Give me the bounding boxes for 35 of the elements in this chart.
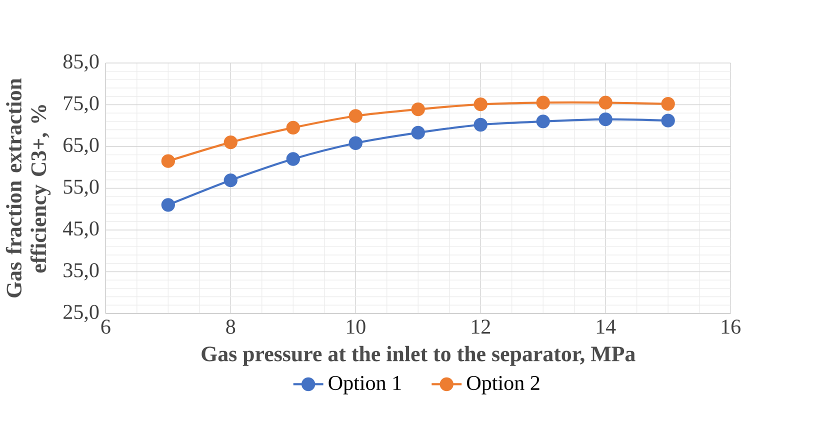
point [661,114,675,128]
point [411,126,425,140]
point [661,96,675,111]
point [161,154,176,168]
point [598,112,612,126]
y-tick-label: 45,0 [63,221,99,238]
x-tick-label: 16 [722,320,740,334]
point [411,102,425,116]
y-axis-title: Gas fraction extraction efficiency C3+, % [6,78,51,298]
point [598,96,612,110]
point [474,97,488,112]
y-tick-label: 35,0 [64,262,99,280]
x-tick-label: 6 [101,320,110,334]
y-tick-label: 55,0 [64,179,99,197]
point [348,109,362,123]
x-tick-label: 10 [346,320,366,334]
legend-label: Option 1 [328,376,401,394]
y-tick-label: 65,0 [64,138,99,155]
legend-label: Option 2 [467,376,540,394]
point [474,118,488,132]
point [286,152,300,166]
point [224,135,238,149]
point [161,198,176,212]
x-tick-label: 14 [596,320,616,334]
x-tick-label: 8 [226,320,236,334]
point [224,173,238,187]
point [286,120,300,134]
y-tick-label: 25,0 [64,304,99,322]
point [348,136,362,150]
x-axis-title: Gas pressure at the inlet to the separator, MPa [202,346,636,366]
x-tick-label: 12 [472,320,490,334]
y-tick-label: 75,0 [64,96,99,114]
point [536,114,550,128]
point [536,96,550,110]
y-tick-label: 85,0 [63,54,99,72]
